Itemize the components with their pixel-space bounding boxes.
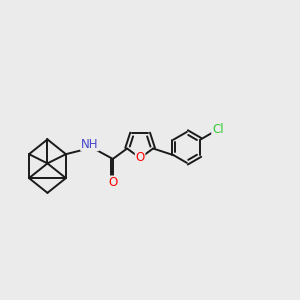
Text: NH: NH [81, 138, 98, 151]
Text: O: O [136, 152, 145, 164]
Text: O: O [108, 176, 118, 189]
Text: Cl: Cl [212, 123, 224, 136]
